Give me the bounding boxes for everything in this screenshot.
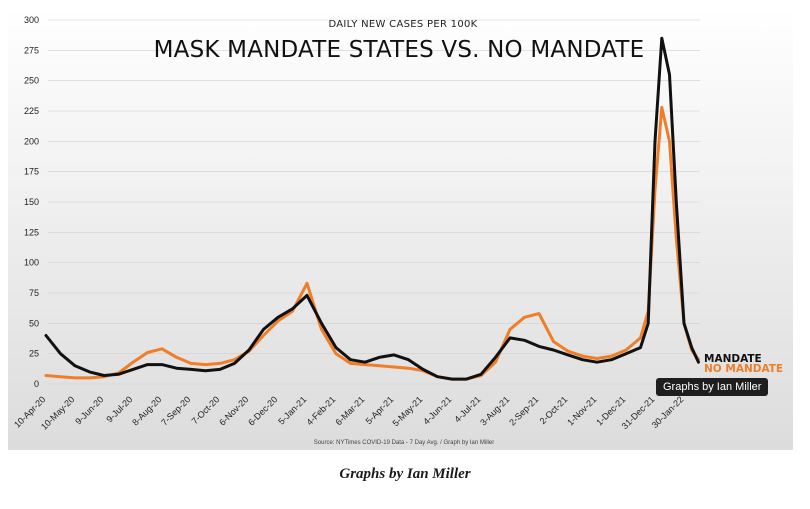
y-tick-label: 275 (24, 45, 39, 55)
chart-subtitle: DAILY NEW CASES PER 100K (328, 19, 477, 30)
y-axis-ticks: 0 25 50 75 100 125 150 175 200 225 250 275 300 (24, 15, 39, 389)
y-tick-label: 175 (24, 167, 39, 177)
y-tick-label: 75 (29, 288, 39, 298)
y-tick-label: 100 (24, 258, 39, 268)
y-tick-label: 150 (24, 197, 39, 207)
y-tick-label: 250 (24, 76, 39, 86)
series-lines (44, 36, 700, 381)
tooltip: Graphs by Ian Miller (656, 378, 769, 396)
legend-mandate-label: MANDATE (704, 353, 762, 365)
y-tick-label: 200 (24, 136, 39, 146)
y-tick-label: 300 (24, 15, 39, 25)
chart-figure: 0 25 50 75 100 125 150 175 200 225 250 275 300 10-Ap… (8, 8, 793, 450)
y-tick-label: 125 (24, 227, 39, 237)
source-note: Source: NYTimes COVID-19 Data - 7 Day Av… (314, 440, 494, 446)
y-tick-label: 225 (24, 106, 39, 116)
y-tick-label: 0 (34, 379, 39, 389)
image-caption: Graphs by Ian Miller (339, 466, 471, 482)
y-tick-label: 25 (29, 349, 39, 359)
grid-lines (48, 19, 700, 385)
series-no-mandate-line (44, 105, 700, 381)
y-tick-label: 50 (29, 318, 39, 328)
chart-title: MASK MANDATE STATES VS. NO MANDATE (154, 37, 645, 63)
series-mandate-line (44, 36, 700, 381)
legend-no-mandate-label: NO MANDATE (704, 363, 783, 375)
chart-background (8, 8, 793, 450)
